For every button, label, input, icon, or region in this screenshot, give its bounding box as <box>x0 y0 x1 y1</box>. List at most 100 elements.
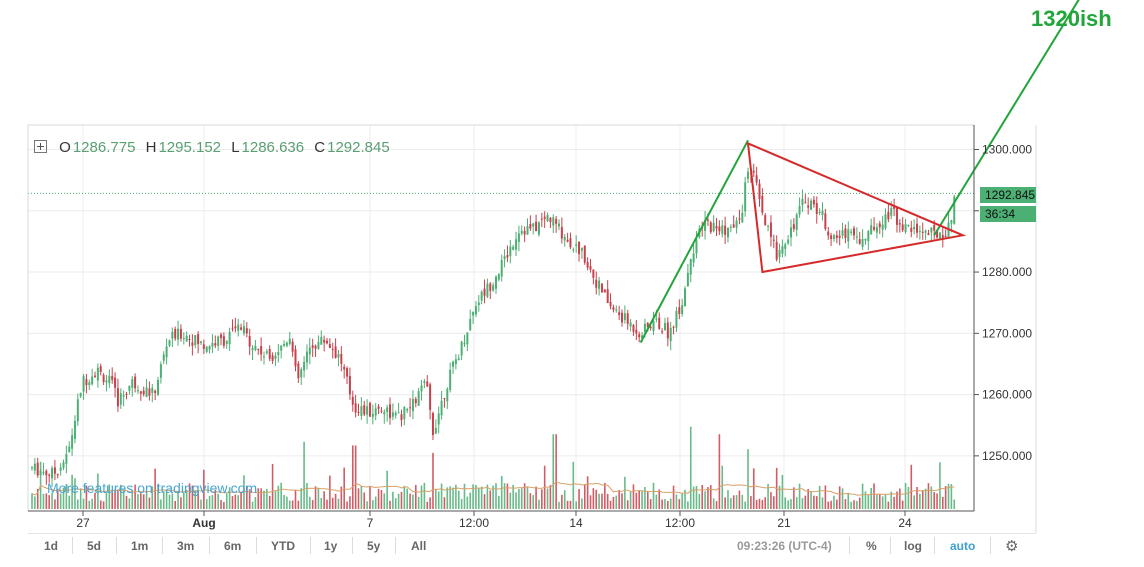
candle <box>878 220 881 235</box>
candle <box>151 383 154 403</box>
candle <box>460 340 463 361</box>
volume-bar <box>140 493 142 509</box>
candle <box>661 328 664 335</box>
candle <box>555 215 558 233</box>
period-3m-button[interactable]: 3m <box>177 539 195 553</box>
last-price-tag: 1292.845 <box>980 187 1036 203</box>
percent-scale-button[interactable]: % <box>866 539 877 553</box>
volume-bar <box>581 498 583 509</box>
volume-bar <box>475 484 477 509</box>
volume-bar <box>667 500 669 509</box>
time-axis[interactable]: 27 Aug 7 12:00 14 12:00 21 24 <box>76 511 912 530</box>
candle <box>629 318 632 332</box>
volume-bar <box>243 475 245 509</box>
period-all-button[interactable]: All <box>411 539 427 553</box>
candle <box>340 346 343 372</box>
expand-plus-icon[interactable] <box>34 140 47 153</box>
candle <box>918 225 921 240</box>
volume-bar <box>758 498 761 509</box>
volume-bar <box>288 500 291 509</box>
volume-bar <box>354 445 357 509</box>
drawing-annotations[interactable] <box>639 0 1085 343</box>
volume-bar <box>45 493 48 509</box>
candle <box>732 215 735 228</box>
volume-bar <box>214 490 217 509</box>
period-1y-button[interactable]: 1y <box>324 539 338 553</box>
candle <box>787 235 790 246</box>
candle <box>71 428 74 456</box>
period-6m-button[interactable]: 6m <box>224 539 242 553</box>
volume-bar <box>154 468 156 509</box>
volume-bar <box>283 494 285 509</box>
period-5d-button[interactable]: 5d <box>87 539 102 553</box>
toolbar-divider <box>890 537 891 554</box>
candlesticks <box>31 163 956 488</box>
volume-bar <box>770 492 772 509</box>
volume-bar <box>947 483 950 509</box>
period-1d-button[interactable]: 1d <box>44 539 59 553</box>
candle <box>494 275 497 294</box>
volume-bar <box>798 483 801 509</box>
volume-bar <box>122 489 125 509</box>
candle <box>165 338 168 365</box>
gear-icon[interactable]: ⚙ <box>1005 538 1019 555</box>
volume-bar <box>225 493 228 509</box>
candle <box>621 309 624 327</box>
candle <box>515 231 518 257</box>
toolbar-divider <box>162 537 163 554</box>
volume-bar <box>755 499 758 509</box>
log-scale-button[interactable]: log <box>904 539 922 553</box>
volume-bar <box>552 434 555 509</box>
volume-bar <box>111 492 113 509</box>
candle <box>520 225 523 236</box>
volume-bar <box>641 490 643 509</box>
candle <box>557 219 560 231</box>
volume-bar <box>672 485 675 509</box>
volume-bar <box>621 493 623 509</box>
candle <box>262 351 265 365</box>
volume-bar <box>406 488 408 509</box>
volume-bar <box>595 489 598 509</box>
volume-moving-average <box>31 480 955 496</box>
toolbar-divider <box>990 537 991 554</box>
volume-bar <box>701 485 704 509</box>
candle <box>197 331 200 354</box>
candle <box>947 213 950 238</box>
volume-bar <box>309 496 311 509</box>
volume-bar <box>752 468 755 509</box>
candle <box>343 364 346 379</box>
volume-bar <box>718 434 721 509</box>
toolbar-divider <box>352 537 353 554</box>
candle <box>509 239 512 264</box>
candle <box>260 337 263 361</box>
candle <box>941 227 944 248</box>
candle <box>139 390 142 401</box>
period-5y-button[interactable]: 5y <box>367 539 381 553</box>
clock-timezone[interactable]: 09:23:26 (UTC-4) <box>737 539 832 553</box>
volume-bar <box>503 483 506 509</box>
volume-bar <box>572 461 575 509</box>
candle <box>105 375 108 392</box>
period-1m-button[interactable]: 1m <box>131 539 149 553</box>
candle <box>841 222 844 239</box>
volume-bar <box>65 484 68 509</box>
candle <box>99 363 102 376</box>
candle <box>357 403 360 416</box>
candle <box>858 231 861 245</box>
period-ytd-button[interactable]: YTD <box>271 539 295 553</box>
auto-scale-button[interactable]: auto <box>950 539 976 553</box>
time-tick-label: 12:00 <box>459 516 489 530</box>
toolbar-divider <box>310 537 311 554</box>
candle <box>346 366 349 384</box>
time-tick-label: Aug <box>192 516 215 530</box>
volume-bar <box>727 490 729 509</box>
candle <box>709 220 712 234</box>
volume-bar <box>88 500 91 509</box>
tradingview-watermark-link[interactable]: More features on tradingview.com <box>47 480 258 496</box>
volume-bar <box>337 498 340 509</box>
volume-bar <box>414 484 417 509</box>
green-trendline <box>639 139 749 343</box>
volume-bar <box>56 488 59 509</box>
candle <box>102 373 105 386</box>
